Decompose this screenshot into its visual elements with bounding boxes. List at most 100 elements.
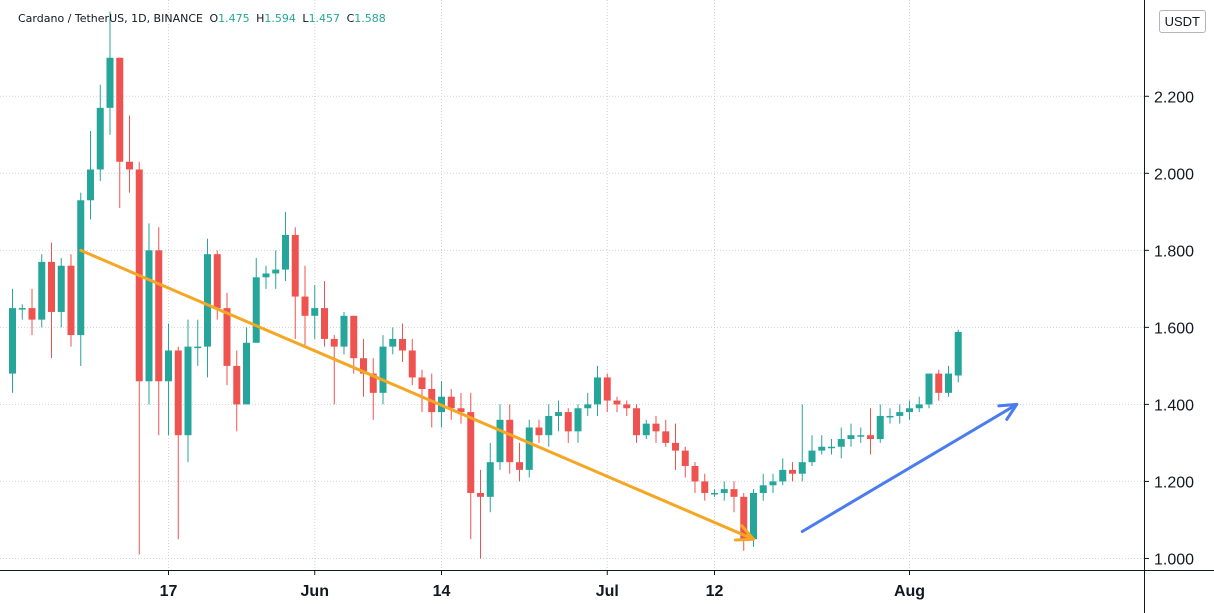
candle-body xyxy=(9,308,16,374)
candle-body xyxy=(798,462,806,474)
candle xyxy=(18,304,26,320)
candle xyxy=(906,400,913,420)
candle xyxy=(272,250,280,289)
candle xyxy=(116,57,124,208)
y-tick-label: 1.400 xyxy=(1154,397,1194,414)
candle xyxy=(857,427,865,443)
candle-body xyxy=(18,308,26,310)
candle-body xyxy=(740,496,748,540)
candle xyxy=(506,404,514,474)
candle-body xyxy=(857,435,865,437)
candles xyxy=(9,11,962,559)
candle xyxy=(613,396,621,413)
candle-body xyxy=(769,481,777,486)
candle-body xyxy=(564,412,572,432)
candle-body xyxy=(399,338,406,351)
candle xyxy=(243,327,250,405)
candle-body xyxy=(954,331,962,376)
candle-body xyxy=(272,269,280,274)
candle xyxy=(779,458,787,486)
x-tick-label: 14 xyxy=(433,583,451,600)
candle-body xyxy=(652,423,660,432)
candle-body xyxy=(837,439,845,447)
candle-body xyxy=(28,308,36,320)
open-value: 1.475 xyxy=(218,12,250,25)
candle xyxy=(291,227,299,339)
candle xyxy=(145,223,153,405)
candle xyxy=(204,238,211,378)
candle xyxy=(174,346,182,540)
y-tick-label: 2.000 xyxy=(1154,166,1194,183)
candle-body xyxy=(252,277,260,343)
candle-body xyxy=(213,254,221,309)
candle xyxy=(564,408,572,443)
candle-body xyxy=(155,250,163,382)
candle-body xyxy=(750,492,757,540)
candle-body xyxy=(38,261,46,320)
candle-body xyxy=(360,358,367,374)
candle-body xyxy=(447,396,455,409)
candle xyxy=(681,446,689,478)
candle xyxy=(808,435,816,467)
candle-body xyxy=(867,435,874,440)
candle-body xyxy=(321,308,328,339)
candle-body xyxy=(642,423,650,436)
currency-unit-button[interactable]: USDT xyxy=(1158,10,1206,33)
candle-body xyxy=(77,200,85,336)
candle-body xyxy=(828,446,835,449)
candle xyxy=(691,462,699,493)
x-tick-label: 12 xyxy=(706,583,724,600)
candle-body xyxy=(701,481,709,493)
candle-body xyxy=(584,404,592,409)
candle-body xyxy=(506,419,514,463)
high-label: H xyxy=(256,12,265,25)
candle xyxy=(87,130,94,220)
candle xyxy=(798,404,806,482)
candle xyxy=(642,419,650,440)
candle xyxy=(262,265,270,289)
candle xyxy=(184,319,192,463)
candle xyxy=(340,311,348,355)
candle xyxy=(633,404,640,443)
candle-body xyxy=(67,265,75,336)
candle xyxy=(379,335,387,405)
candle xyxy=(574,404,582,443)
candle-body xyxy=(779,469,787,482)
candle-body xyxy=(759,485,767,493)
candle-body xyxy=(184,346,192,436)
candle-body xyxy=(662,431,670,443)
candle xyxy=(720,481,728,501)
candle-body xyxy=(301,296,309,316)
candle xyxy=(496,404,504,470)
open-label: O xyxy=(209,12,219,25)
candle-body xyxy=(525,427,533,470)
candle-body xyxy=(496,419,504,463)
candle xyxy=(603,373,611,413)
candle xyxy=(282,211,289,282)
candle xyxy=(769,473,777,493)
high-value: 1.594 xyxy=(264,12,296,25)
candle-body xyxy=(789,469,796,474)
candle-body xyxy=(340,315,348,347)
candle-body xyxy=(691,466,699,482)
candle xyxy=(321,281,328,347)
candle-body xyxy=(369,373,377,393)
candle-body xyxy=(223,308,231,366)
candle-body xyxy=(165,350,172,382)
candle xyxy=(57,258,65,328)
candle-body xyxy=(311,308,319,316)
candle-body xyxy=(330,338,338,347)
candle xyxy=(945,365,952,397)
grid-lines xyxy=(0,0,1144,570)
candle-body xyxy=(379,346,387,393)
candle xyxy=(252,258,260,343)
chart-legend: Cardano / TetherUS, 1D, BINANCE O1.475 H… xyxy=(18,12,386,25)
x-tick-label: 17 xyxy=(160,583,178,600)
candle-body xyxy=(477,492,484,497)
candle-body xyxy=(818,446,826,451)
candle-body xyxy=(467,412,475,493)
candle-body xyxy=(535,427,543,436)
candle-body xyxy=(282,234,289,270)
arrow-shaft xyxy=(800,402,1019,533)
